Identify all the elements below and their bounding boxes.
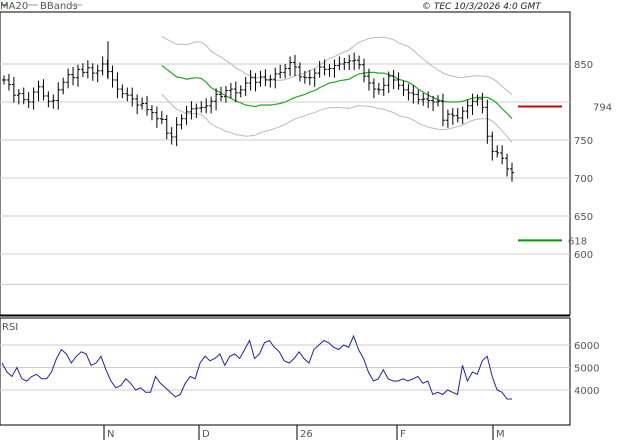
price-tick-label: 650	[574, 212, 593, 223]
price-tick-label: 750	[574, 136, 593, 147]
bollinger-lower-line	[161, 94, 513, 143]
support-label: 618	[568, 236, 587, 247]
x-tick-label: N	[107, 429, 114, 440]
rsi-panel-frame	[0, 317, 571, 426]
rsi-tick-label: 6000	[574, 341, 599, 352]
resistance-label: 794	[593, 103, 612, 114]
ma20-line	[161, 65, 513, 120]
price-tick-label: 700	[574, 174, 593, 185]
copyright-text: © TEC 10/3/2026 4:0 GMT	[422, 2, 542, 12]
rsi-tick-label: 4000	[574, 386, 599, 397]
ma-legend-label: MA20	[0, 1, 28, 12]
x-tick-label: 26	[300, 429, 313, 440]
rsi-tick-label: 5000	[574, 364, 599, 375]
price-tick-label: 850	[574, 60, 593, 71]
x-tick-label: D	[202, 429, 210, 440]
price-panel-frame	[0, 11, 571, 316]
rsi-line	[1, 334, 512, 400]
x-tick-label: F	[400, 429, 406, 440]
bb-legend-label: BBands	[40, 1, 78, 12]
rsi-title: RSI	[2, 322, 18, 333]
price-tick-label: 600	[574, 250, 593, 261]
bollinger-upper-line	[161, 36, 513, 96]
x-tick-label: M	[496, 429, 505, 440]
